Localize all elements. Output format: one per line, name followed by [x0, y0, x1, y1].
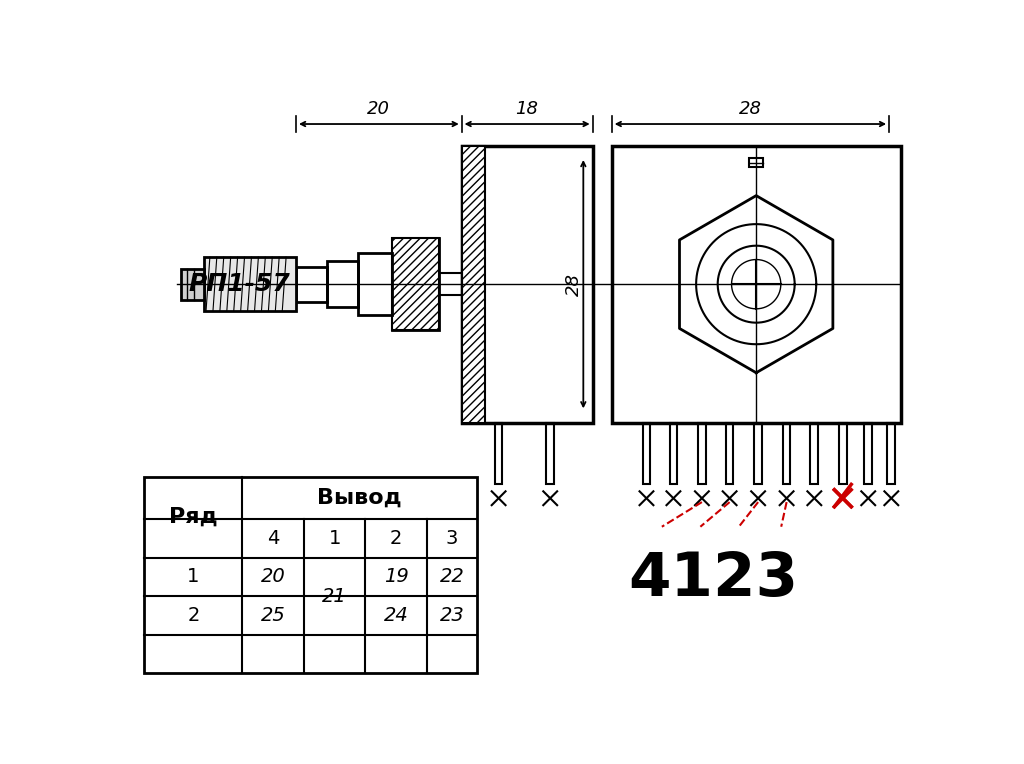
Bar — [750, 158, 763, 167]
Bar — [810, 422, 818, 484]
Text: 20: 20 — [261, 568, 286, 586]
Bar — [327, 261, 357, 307]
Bar — [144, 477, 477, 673]
Bar — [204, 257, 296, 311]
Text: 2: 2 — [187, 606, 200, 625]
Bar — [462, 146, 593, 422]
Bar — [357, 254, 392, 315]
Bar — [392, 238, 438, 330]
Bar — [462, 146, 484, 422]
Bar — [180, 269, 204, 299]
Text: Ряд: Ряд — [169, 507, 218, 527]
Text: 19: 19 — [384, 568, 409, 586]
Text: 28: 28 — [739, 99, 762, 118]
Text: 1: 1 — [329, 529, 341, 548]
Text: Вывод: Вывод — [317, 488, 402, 508]
Text: 4: 4 — [267, 529, 280, 548]
Bar — [611, 146, 900, 422]
Text: 1: 1 — [187, 568, 200, 586]
Bar — [643, 422, 650, 484]
Text: 28: 28 — [565, 273, 583, 296]
Text: 3: 3 — [445, 529, 458, 548]
Bar — [864, 422, 872, 484]
Bar — [547, 422, 554, 484]
Bar — [495, 422, 503, 484]
Bar — [839, 422, 847, 484]
Text: 25: 25 — [261, 606, 286, 625]
Text: РП1-57: РП1-57 — [188, 272, 290, 296]
Bar — [296, 267, 327, 302]
Bar — [698, 422, 706, 484]
Text: 23: 23 — [439, 606, 465, 625]
Text: 24: 24 — [384, 606, 409, 625]
Text: 21: 21 — [323, 587, 347, 606]
Bar — [438, 274, 462, 295]
Bar — [782, 422, 791, 484]
Text: 20: 20 — [367, 99, 390, 118]
Text: 22: 22 — [439, 568, 465, 586]
Text: 4123: 4123 — [629, 550, 799, 609]
Text: 18: 18 — [516, 99, 539, 118]
Text: 2: 2 — [390, 529, 402, 548]
Bar — [755, 422, 762, 484]
Bar — [888, 422, 895, 484]
Bar — [392, 238, 438, 330]
Bar — [670, 422, 677, 484]
Bar — [726, 422, 733, 484]
